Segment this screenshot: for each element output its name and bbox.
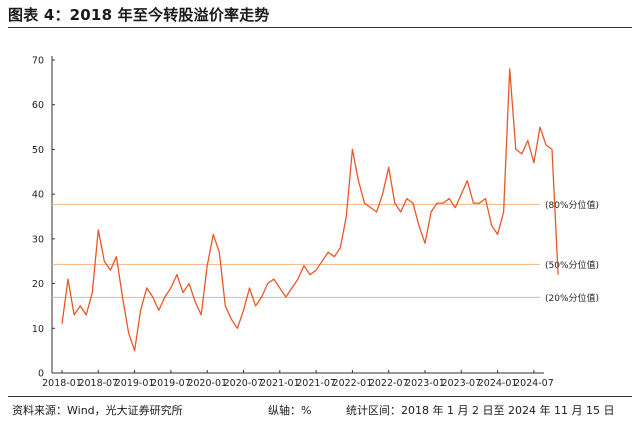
reference-line-label: (20%分位值) [545,292,599,304]
chart-axes: 0 10 20 30 40 50 60 70 2018-012018-072019-012019… [32,56,554,390]
x-tick-label: 2022-07 [369,378,409,389]
unit-note: 纵轴：% [268,404,312,417]
x-tick-label: 2021-07 [296,378,336,389]
y-tick-label: 30 [32,234,44,245]
period-note: 统计区间：2018 年 1 月 2 日至 2024 年 11 月 15 日 [346,404,615,417]
title-divider [8,27,632,28]
x-tick-label: 2019-07 [151,378,191,389]
chart-title: 图表 4：2018 年至今转股溢价率走势 [8,6,270,24]
x-tick-label: 2024-01 [478,378,518,389]
y-tick-label: 40 [32,190,44,201]
y-tick-label: 20 [32,279,44,290]
y-tick-label: 0 [38,369,44,380]
source-note: 资料来源：Wind，光大证券研究所 [12,404,183,417]
series-line [61,68,559,352]
x-tick-label: 2023-07 [441,378,481,389]
series-group [61,68,559,352]
y-tick-label: 10 [32,324,44,335]
y-tick-label: 50 [32,145,44,156]
x-tick-label: 2021-01 [260,378,300,389]
x-tick-label: 2018-07 [78,378,118,389]
x-tick-label: 2020-07 [224,378,264,389]
x-tick-label: 2018-01 [42,378,82,389]
y-tick-label: 60 [32,100,44,111]
reference-line-label: (50%分位值) [545,259,599,271]
footer-divider [8,396,632,397]
x-tick-label: 2022-01 [333,378,373,389]
x-tick-label: 2020-01 [187,378,227,389]
x-tick-label: 2023-01 [405,378,445,389]
x-tick-label: 2024-07 [514,378,554,389]
y-tick-label: 70 [32,56,44,67]
reference-lines: (80%分位值) (50%分位值) (20%分位值) [52,199,599,304]
x-tick-label: 2019-01 [115,378,155,389]
reference-line-label: (80%分位值) [545,199,599,211]
